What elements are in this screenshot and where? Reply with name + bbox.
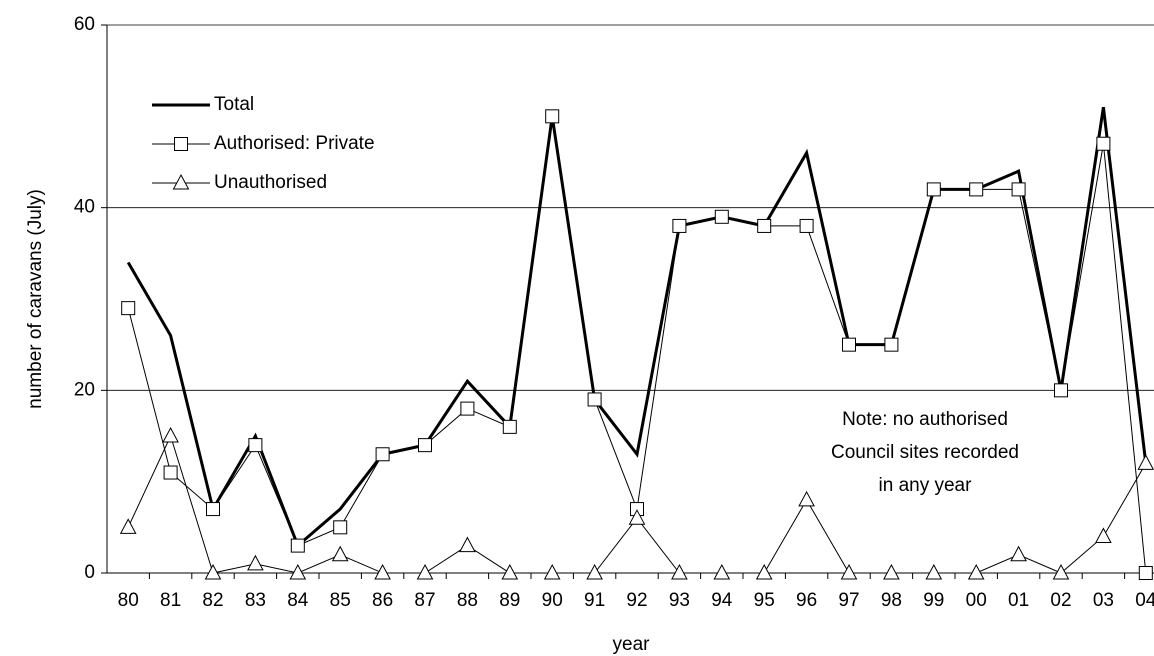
marker <box>333 520 348 535</box>
marker <box>247 554 264 571</box>
marker <box>713 563 731 580</box>
marker <box>925 563 943 580</box>
marker <box>883 563 900 580</box>
legend-marker <box>174 137 188 151</box>
x-tick-label: 91 <box>584 590 605 611</box>
marker <box>459 536 476 553</box>
marker <box>163 465 178 480</box>
marker <box>672 218 687 233</box>
marker <box>204 563 222 580</box>
marker <box>418 438 432 453</box>
x-tick-label: 94 <box>711 590 733 611</box>
x-tick-label: 99 <box>923 590 944 611</box>
x-tick-label: 88 <box>457 590 478 611</box>
annotation: in any year <box>879 475 973 496</box>
annotation: Note: no authorised <box>842 409 1008 430</box>
legend-label: Unauthorised <box>214 172 327 193</box>
marker <box>1052 563 1070 580</box>
marker <box>840 563 858 580</box>
x-tick-label: 92 <box>626 590 647 611</box>
marker <box>1011 182 1026 197</box>
marker <box>967 563 985 580</box>
annotation: Council sites recorded <box>831 442 1019 463</box>
marker <box>1054 383 1068 398</box>
marker <box>714 209 729 224</box>
marker <box>119 518 137 534</box>
x-tick-label: 85 <box>330 590 351 611</box>
y-tick-label: 0 <box>84 562 95 583</box>
x-tick-label: 97 <box>838 590 859 611</box>
x-tick-label: 02 <box>1050 590 1071 611</box>
x-tick-label: 01 <box>1008 590 1029 611</box>
x-tick-label: 98 <box>881 590 902 611</box>
x-tick-label: 84 <box>287 590 309 611</box>
y-tick-label: 40 <box>74 197 95 218</box>
marker <box>799 218 814 233</box>
x-tick-label: 04 <box>1135 590 1154 611</box>
marker <box>586 563 603 580</box>
x-axis-title: year <box>613 634 651 655</box>
marker <box>248 438 263 453</box>
legend-label: Total <box>214 94 254 115</box>
marker <box>842 337 856 352</box>
legend-marker <box>172 173 190 190</box>
x-tick-label: 93 <box>669 590 690 611</box>
marker <box>671 563 688 580</box>
marker <box>289 563 307 580</box>
marker <box>375 447 390 462</box>
legend-label: Authorised: Private <box>214 133 375 154</box>
marker <box>460 401 475 416</box>
marker <box>501 563 519 580</box>
marker <box>331 545 349 562</box>
x-tick-label: 83 <box>245 590 266 611</box>
marker <box>798 490 815 507</box>
x-tick-label: 00 <box>966 590 987 611</box>
y-axis-title: number of caravans (July) <box>25 189 46 409</box>
marker <box>502 419 517 434</box>
marker <box>1095 527 1112 543</box>
marker <box>969 182 984 197</box>
marker <box>206 502 220 517</box>
marker <box>757 218 772 233</box>
marker <box>1096 136 1111 151</box>
x-tick-label: 86 <box>372 590 393 611</box>
marker <box>1138 566 1153 580</box>
marker <box>628 509 646 525</box>
marker <box>1010 545 1027 562</box>
x-tick-label: 96 <box>796 590 817 611</box>
x-tick-label: 80 <box>118 590 139 611</box>
marker <box>290 538 305 553</box>
x-tick-label: 87 <box>414 590 435 611</box>
marker <box>162 426 179 443</box>
x-tick-label: 82 <box>202 590 223 611</box>
marker <box>416 563 434 580</box>
x-tick-label: 89 <box>499 590 520 611</box>
y-tick-label: 60 <box>74 14 95 35</box>
marker <box>545 109 560 124</box>
marker <box>587 392 602 407</box>
marker <box>755 563 773 580</box>
marker <box>884 337 899 352</box>
x-tick-label: 95 <box>754 590 775 611</box>
y-tick-label: 20 <box>74 379 95 400</box>
marker <box>1137 454 1154 470</box>
x-tick-label: 81 <box>160 590 181 611</box>
marker <box>374 563 391 580</box>
x-tick-label: 90 <box>542 590 563 611</box>
marker <box>543 563 561 580</box>
x-tick-label: 03 <box>1093 590 1114 611</box>
marker <box>926 182 941 197</box>
marker <box>121 301 136 316</box>
